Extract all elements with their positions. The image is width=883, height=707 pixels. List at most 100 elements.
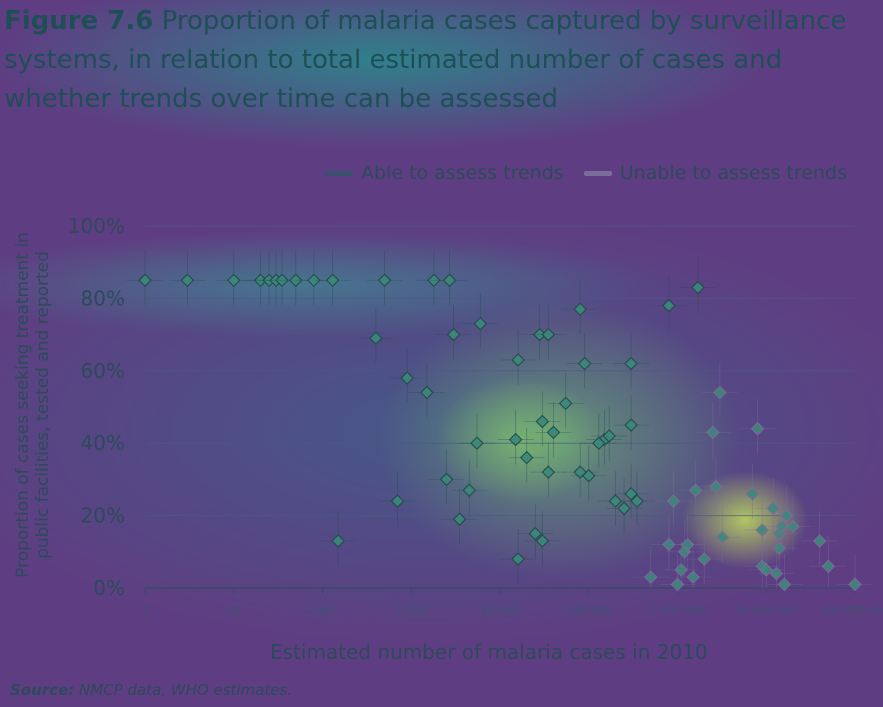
data-point [331, 534, 345, 548]
data-point [821, 559, 836, 574]
data-point [617, 501, 631, 516]
x-tick-label: 10 000 [481, 604, 520, 617]
legend-item-unable: Unable to assess trends [583, 162, 847, 184]
data-point [670, 577, 685, 592]
y-tick-label: 100% [68, 214, 125, 238]
legend-swatch-unable [583, 170, 612, 176]
y-tick-label: 20% [81, 504, 125, 528]
data-point [558, 396, 573, 411]
data-point [541, 465, 556, 480]
data-point [630, 494, 644, 508]
data-point [750, 421, 765, 436]
data-point [581, 468, 596, 483]
data-point [812, 534, 827, 548]
data-point [541, 327, 556, 342]
data-point [624, 418, 638, 432]
data-point [508, 432, 523, 447]
data-point [446, 327, 461, 342]
data-point [275, 273, 289, 288]
legend-label-able: Able to assess trends [361, 162, 564, 184]
data-point [325, 273, 340, 288]
legend-label-unable: Unable to assess trends [619, 162, 847, 184]
data-point [769, 566, 784, 581]
data-point [420, 385, 434, 400]
data-point [643, 570, 658, 584]
data-point [775, 519, 789, 534]
data-point [511, 353, 525, 367]
data-point [546, 425, 561, 440]
x-tick-label: 100 000 000 [820, 604, 883, 617]
x-tick-label: 100 [312, 604, 333, 617]
data-point [439, 472, 454, 487]
data-point [786, 519, 800, 534]
data-point [755, 523, 770, 537]
y-tick-label: 40% [81, 431, 125, 455]
data-point [715, 530, 730, 545]
data-point [705, 425, 720, 440]
data-point [535, 534, 550, 548]
data-point [511, 552, 525, 566]
data-point [138, 273, 152, 288]
data-point [535, 414, 550, 429]
data-point [766, 501, 781, 516]
x-tick-label: 100 000 [566, 604, 612, 617]
data-point [624, 487, 638, 501]
data-point [688, 483, 703, 498]
x-tick-label: 1 000 [396, 604, 428, 617]
data-point [608, 494, 623, 508]
figure-title: Figure 7.6 Proportion of malaria cases c… [4, 2, 864, 119]
x-tick-label: 10 [227, 604, 241, 617]
data-point [691, 280, 705, 295]
data-point [772, 541, 787, 556]
data-point [400, 371, 415, 385]
data-point [390, 494, 405, 508]
data-point [708, 479, 723, 494]
data-point [662, 537, 676, 552]
data-point [519, 450, 534, 465]
legend-swatch-able [325, 170, 353, 176]
data-point [377, 273, 392, 288]
data-point [745, 487, 760, 501]
x-tick-label: 1 [142, 604, 149, 617]
data-point [452, 512, 467, 527]
data-point [662, 298, 676, 313]
data-point [470, 436, 484, 451]
y-tick-label: 0% [93, 576, 125, 600]
data-point [307, 273, 321, 288]
data-point [777, 577, 792, 592]
data-point [462, 483, 477, 498]
data-point [180, 273, 195, 288]
source-note: Source: NMCP data, WHO estimates. [10, 681, 292, 699]
data-point [680, 537, 695, 552]
source-text: NMCP data, WHO estimates. [79, 681, 293, 699]
x-tick-label: 10 000 000 [735, 604, 798, 617]
data-point [686, 570, 700, 584]
data-point [697, 552, 712, 566]
source-label: Source: [10, 681, 75, 699]
data-point [666, 494, 681, 508]
data-point [528, 526, 543, 541]
data-point [442, 273, 457, 288]
legend-item-able: Able to assess trends [325, 162, 564, 184]
y-tick-label: 80% [81, 286, 125, 310]
data-point [573, 302, 587, 317]
data-point [624, 356, 638, 371]
y-tick-label: 60% [81, 359, 125, 383]
data-point [602, 429, 617, 443]
y-axis-label: Proportion of cases seeking treatment in… [13, 232, 53, 578]
data-point [577, 356, 592, 371]
data-point [288, 273, 303, 288]
data-point [473, 316, 488, 331]
data-point [779, 508, 794, 523]
x-tick-label: 1 000 000 [650, 604, 706, 617]
data-point [369, 331, 383, 346]
data-point [427, 273, 441, 288]
data-point [674, 563, 689, 577]
data-point [712, 385, 727, 400]
data-point [759, 563, 774, 577]
data-point [592, 436, 606, 451]
figure-number: Figure 7.6 [4, 6, 154, 36]
figure-title-text: Proportion of malaria cases captured by … [4, 6, 847, 114]
chart-legend: Able to assess trends Unable to assess t… [325, 160, 847, 186]
